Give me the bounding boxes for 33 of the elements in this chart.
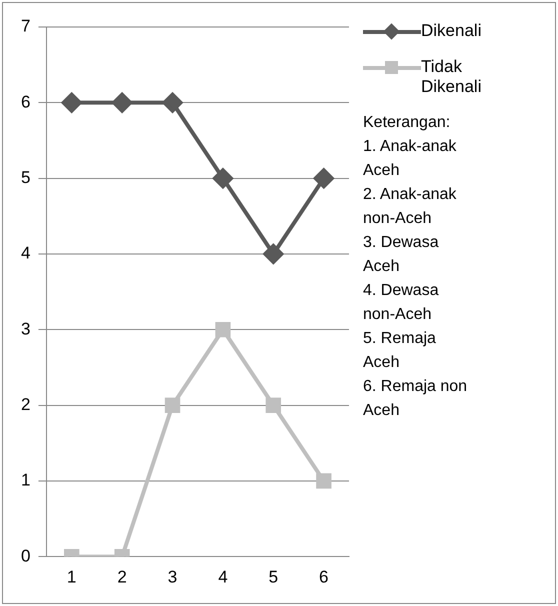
point — [314, 168, 334, 188]
x-tick-label: 1 — [66, 567, 76, 586]
point — [112, 92, 132, 113]
x-tick-label: 5 — [268, 567, 278, 586]
y-tick-label: 2 — [20, 394, 30, 414]
text: 1. Anak-anak Aceh — [363, 137, 458, 181]
text: Keterangan: — [363, 113, 452, 133]
text: 5. Remaja Aceh — [363, 329, 437, 373]
point — [164, 398, 180, 413]
text: 6. Remaja non Aceh — [363, 377, 468, 421]
y-tick-label: 3 — [20, 319, 30, 338]
text: 2. Anak-anak non-Aceh — [363, 185, 458, 229]
y-tick-label: 4 — [20, 244, 30, 263]
y-tick-label: 1 — [20, 470, 30, 490]
point — [162, 92, 183, 113]
y-tick-label: 5 — [20, 168, 30, 187]
point — [316, 473, 332, 489]
x-tick-label: 3 — [168, 567, 178, 586]
y-tick-label: 6 — [20, 92, 30, 112]
x-tick-label: 2 — [117, 567, 127, 586]
x-tick-label: 4 — [218, 567, 228, 586]
y-tick-label: 7 — [20, 16, 30, 36]
x-tick-label: 6 — [319, 567, 329, 586]
legend-label: Tidak Dikenali — [421, 57, 482, 97]
point — [215, 322, 231, 338]
point — [263, 244, 284, 264]
text: 4. Dewasa non-Aceh — [363, 281, 440, 325]
point — [62, 92, 82, 113]
y-tick-label: 0 — [20, 546, 30, 566]
point — [266, 398, 282, 413]
legend-label: Dikenali — [421, 21, 482, 41]
text: 3. Dewasa Aceh — [363, 233, 440, 277]
point — [212, 168, 233, 188]
